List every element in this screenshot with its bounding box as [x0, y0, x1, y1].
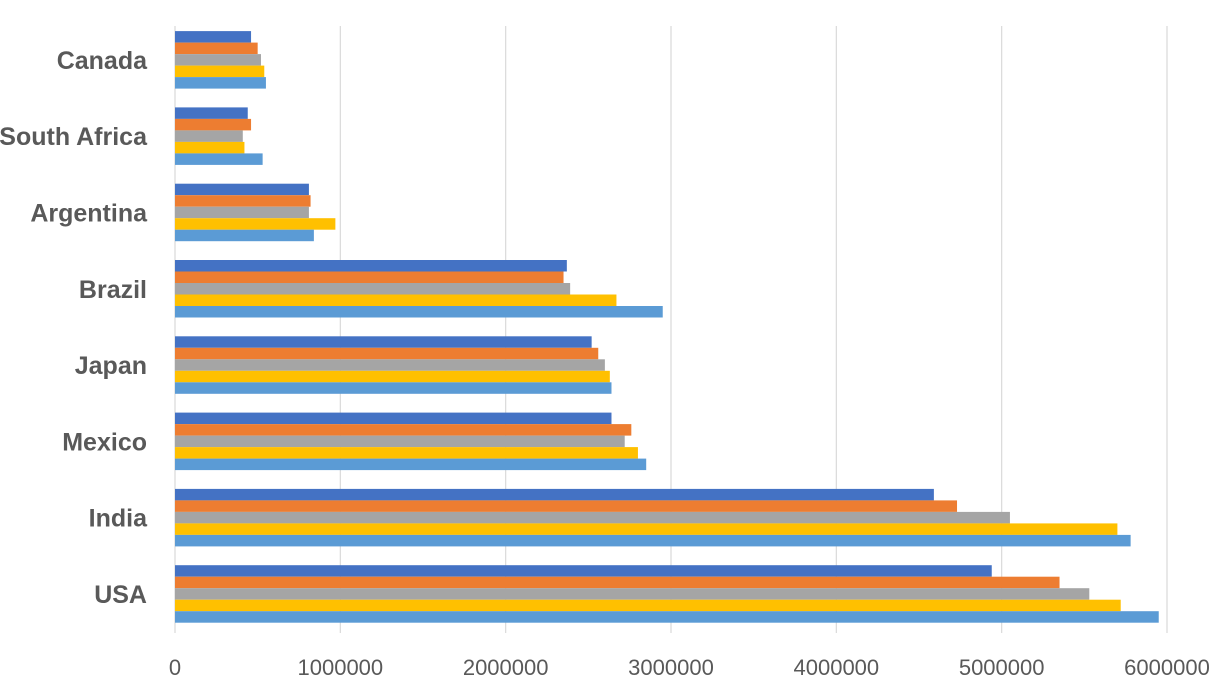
- bar-canada-series-3: [175, 54, 261, 66]
- bar-mexico-series-1: [175, 412, 612, 425]
- bar-japan-series-2: [175, 347, 599, 360]
- category-label: Argentina: [30, 199, 148, 227]
- bar-usa-series-2: [175, 576, 1060, 589]
- category-label: Canada: [57, 47, 148, 75]
- bar-south-africa-series-1: [175, 107, 248, 119]
- bar-usa-series-1: [175, 565, 992, 577]
- category-label: South Africa: [0, 123, 148, 151]
- category-label: Mexico: [62, 428, 147, 456]
- bar-brazil-series-4: [175, 294, 617, 306]
- bar-argentina-series-5: [175, 229, 314, 242]
- bar-argentina-series-4: [175, 218, 336, 230]
- bar-india-series-3: [175, 511, 1010, 524]
- x-tick-label: 1000000: [298, 655, 384, 680]
- category-label: Japan: [75, 352, 147, 380]
- gridlines: [174, 26, 1168, 633]
- bar-mexico-series-4: [175, 447, 638, 459]
- x-tick-label: 5000000: [959, 655, 1045, 680]
- bar-brazil-series-5: [175, 306, 663, 318]
- bar-canada-series-4: [175, 65, 265, 78]
- bar-usa-series-4: [175, 599, 1121, 612]
- bar-usa-series-3: [175, 588, 1090, 600]
- bar-india-series-5: [175, 534, 1131, 547]
- category-label: India: [89, 505, 148, 533]
- bar-usa-series-5: [175, 611, 1159, 623]
- bar-argentina-series-1: [175, 183, 309, 196]
- bar-canada-series-2: [175, 42, 258, 55]
- bar-south-africa-series-5: [175, 153, 263, 165]
- x-axis-ticks: 0 1000000 2000000 3000000 4000000 5000000 6000…: [169, 655, 1210, 680]
- x-tick-label: 4000000: [794, 655, 880, 680]
- bar-brazil-series-1: [175, 260, 567, 272]
- bar-south-africa-series-4: [175, 141, 245, 154]
- x-tick-label: 2000000: [463, 655, 549, 680]
- bar-mexico-series-5: [175, 458, 647, 471]
- bar-canada-series-1: [175, 31, 252, 43]
- category-label: USA: [94, 581, 147, 609]
- x-tick-label: 6000000: [1124, 655, 1210, 680]
- bar-india-series-1: [175, 488, 934, 501]
- bar-brazil-series-3: [175, 283, 571, 295]
- bar-south-africa-series-2: [175, 118, 252, 131]
- bar-argentina-series-2: [175, 195, 311, 207]
- bar-india-series-2: [175, 500, 958, 512]
- bar-japan-series-1: [175, 336, 592, 348]
- x-tick-label: 3000000: [628, 655, 714, 680]
- bar-canada-series-5: [175, 77, 266, 89]
- bars: [175, 31, 1159, 623]
- x-tick-label: 0: [169, 655, 181, 680]
- bar-brazil-series-2: [175, 271, 564, 283]
- bar-argentina-series-3: [175, 206, 309, 219]
- category-labels: USA India Mexico Japan Brazil Argentina South …: [0, 47, 148, 609]
- bar-japan-series-3: [175, 359, 605, 371]
- bar-japan-series-4: [175, 370, 610, 383]
- bar-india-series-4: [175, 523, 1118, 535]
- category-label: Brazil: [79, 276, 147, 304]
- bar-mexico-series-3: [175, 435, 625, 448]
- bar-japan-series-5: [175, 382, 612, 394]
- bar-mexico-series-2: [175, 424, 632, 436]
- bar-south-africa-series-3: [175, 130, 243, 142]
